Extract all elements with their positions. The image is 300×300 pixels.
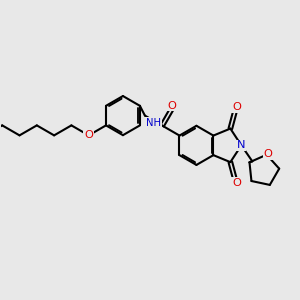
Text: O: O (232, 178, 241, 188)
Text: O: O (168, 100, 177, 110)
Text: N: N (237, 140, 246, 150)
Text: O: O (264, 149, 272, 159)
Text: O: O (84, 130, 93, 140)
Text: NH: NH (146, 118, 161, 128)
Text: O: O (232, 102, 241, 112)
